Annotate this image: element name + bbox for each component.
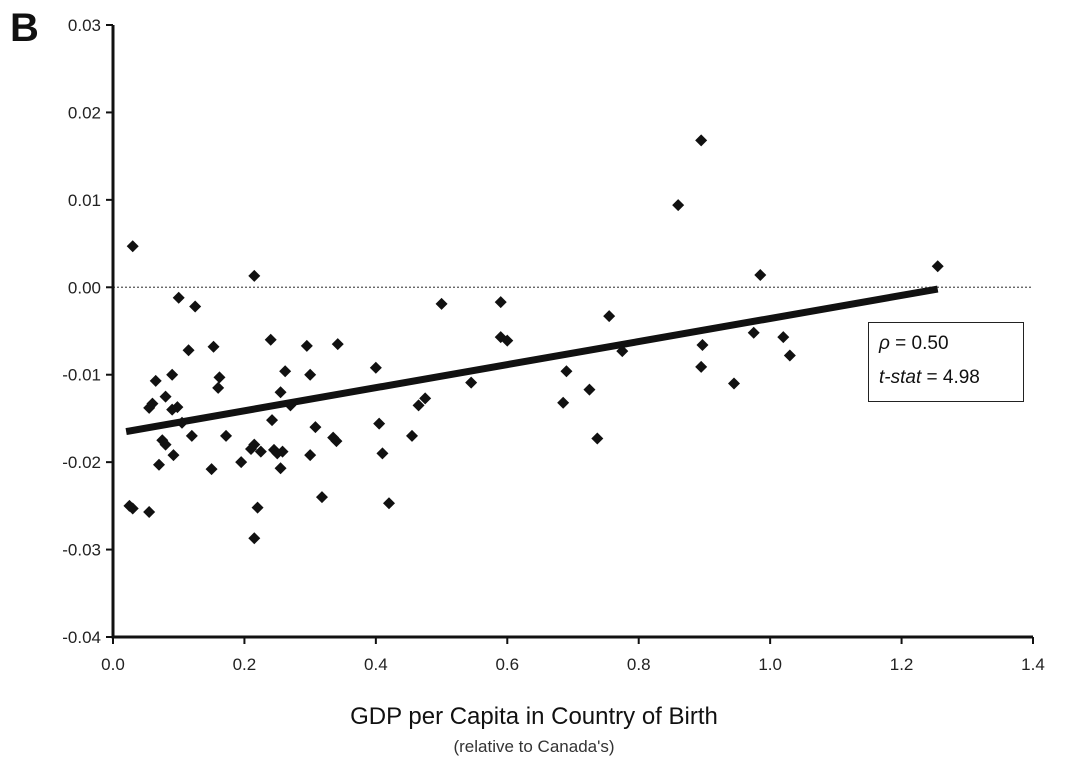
data-point [376, 447, 389, 460]
data-point [167, 449, 180, 462]
data-point [603, 310, 616, 323]
y-tick-label: 0.00 [68, 278, 101, 297]
data-point [220, 429, 233, 442]
data-point [182, 344, 195, 357]
data-point [171, 401, 184, 414]
data-point [235, 456, 248, 469]
data-point [279, 365, 292, 378]
tstat-value: = 4.98 [926, 367, 980, 388]
x-tick-label: 0.0 [101, 655, 125, 674]
regression-fit-line [125, 285, 939, 435]
panel-label: B [10, 6, 39, 50]
data-point [159, 390, 172, 403]
data-point [560, 365, 573, 378]
rho-value: = 0.50 [895, 333, 949, 354]
data-point [369, 361, 382, 374]
y-tick-label: 0.03 [68, 16, 101, 35]
x-tick-label: 0.2 [233, 655, 257, 674]
data-point [205, 463, 218, 476]
data-point [695, 134, 708, 147]
data-point [159, 438, 172, 451]
rho-stat: ρ = 0.50 [879, 333, 949, 355]
data-point [126, 502, 139, 515]
data-point [331, 338, 344, 351]
data-point [695, 360, 708, 373]
x-tick-label: 1.4 [1021, 655, 1045, 674]
data-point [213, 371, 226, 384]
x-tick-label: 0.8 [627, 655, 651, 674]
x-tick-label: 1.2 [890, 655, 914, 674]
x-axis-sublabel: (relative to Canada's) [453, 737, 615, 756]
data-point [149, 374, 162, 387]
data-point [248, 269, 261, 282]
y-tick-label: -0.04 [62, 628, 101, 647]
y-axis-ticks: 0.03 0.02 0.01 0.00 -0.01 -0.02 -0.03 -0.04 [62, 16, 113, 647]
data-point [274, 386, 287, 399]
tstat-stat: t-stat = 4.98 [879, 367, 980, 389]
x-tick-label: 0.6 [495, 655, 519, 674]
data-point [419, 392, 432, 405]
x-tick-label: 0.4 [364, 655, 388, 674]
data-point [494, 296, 507, 309]
data-point [189, 300, 202, 313]
data-point [304, 368, 317, 381]
data-point [264, 333, 277, 346]
y-tick-label: 0.01 [68, 191, 101, 210]
data-point [406, 429, 418, 442]
data-point [172, 291, 185, 304]
data-point [254, 445, 267, 458]
y-tick-label: 0.02 [68, 103, 101, 122]
rho-symbol: ρ [879, 333, 890, 354]
data-point [248, 532, 261, 545]
x-axis-label: GDP per Capita in Country of Birth [350, 703, 718, 730]
data-point [248, 438, 261, 451]
data-point [501, 334, 514, 347]
data-point [166, 368, 179, 381]
data-point [412, 399, 425, 412]
data-point [300, 339, 313, 352]
scatter-chart: 0.03 0.02 0.01 0.00 -0.01 -0.02 -0.03 -0.04 0.0… [62, 16, 1045, 674]
data-point [330, 435, 343, 448]
data-point [251, 501, 264, 514]
data-point [728, 377, 740, 390]
data-point [591, 432, 604, 445]
x-axis-ticks: 0.0 0.2 0.4 0.6 0.8 1.0 1.2 1.4 [101, 637, 1045, 674]
data-point [777, 331, 790, 344]
data-point [266, 414, 279, 427]
data-point [207, 340, 220, 353]
data-point [383, 497, 395, 510]
data-point [672, 199, 685, 212]
y-tick-label: -0.03 [62, 541, 101, 560]
data-point [185, 429, 198, 442]
data-point [754, 269, 767, 282]
data-point [557, 396, 570, 409]
y-tick-label: -0.02 [62, 453, 101, 472]
y-tick-label: -0.01 [62, 366, 101, 385]
data-point [315, 491, 328, 504]
data-point [783, 349, 796, 362]
data-point [153, 458, 165, 471]
data-point [274, 462, 287, 475]
data-point [212, 381, 225, 394]
data-point [696, 338, 709, 351]
data-point [304, 449, 317, 462]
data-point [583, 383, 596, 396]
data-point [465, 376, 478, 389]
data-point [931, 260, 944, 273]
data-point [309, 421, 322, 434]
data-point [146, 397, 159, 410]
stats-box: ρ = 0.50 t-stat = 4.98 [868, 322, 1024, 402]
data-point [126, 240, 139, 253]
data-point [747, 326, 760, 339]
data-point [276, 445, 289, 458]
x-tick-label: 1.0 [758, 655, 782, 674]
tstat-label: t-stat [879, 367, 922, 388]
data-points [123, 134, 944, 545]
data-point [435, 297, 448, 310]
data-point [143, 505, 156, 518]
data-point [373, 417, 386, 430]
